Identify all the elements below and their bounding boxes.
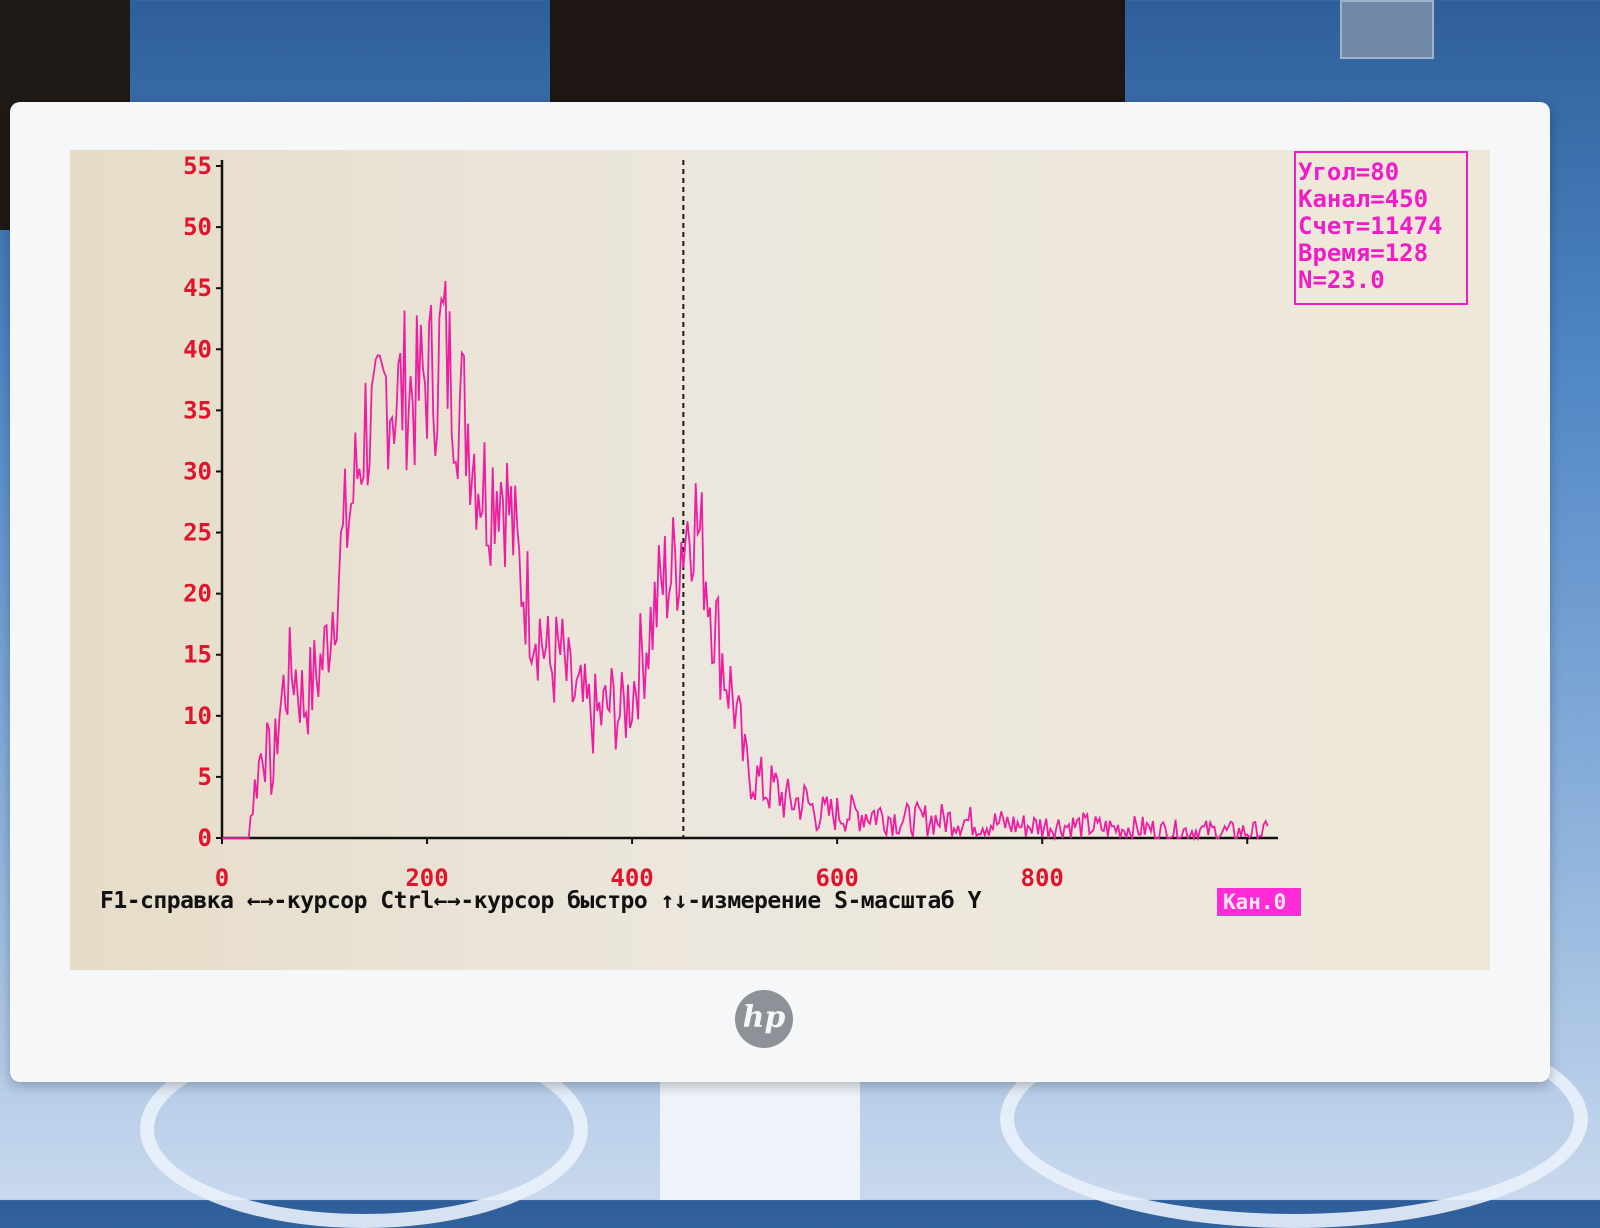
kan-badge[interactable]: Кан.0	[1217, 888, 1301, 916]
x-tick-label: 0	[215, 864, 229, 892]
y-tick-label: 45	[183, 274, 212, 302]
y-tick-label: 0	[198, 824, 212, 852]
info-n: N=23.0	[1298, 266, 1385, 294]
y-tick-label: 20	[183, 580, 212, 608]
monitor-stand	[660, 1060, 860, 1200]
hp-logo: hp	[735, 990, 793, 1048]
y-tick-label: 40	[183, 335, 212, 363]
x-tick-label: 800	[1021, 864, 1064, 892]
info-count: Счет=11474	[1298, 212, 1443, 240]
background-dark-panel-top	[550, 0, 1125, 105]
status-bar-help: F1-справка ←→-курсор Ctrl←→-курсор быстр…	[100, 888, 981, 914]
series	[222, 280, 1269, 842]
y-tick-label: 30	[183, 457, 212, 485]
axes	[220, 160, 1278, 840]
y-tick-label: 15	[183, 641, 212, 669]
info-time: Время=128	[1298, 239, 1428, 267]
monitor-bezel: 0 5 10 15 20 25 30 35 40 45 50 55 0 200 400 600 800 Угол…	[10, 102, 1550, 1082]
y-tick-label: 55	[183, 152, 212, 180]
info-panel: Угол=80 Канал=450 Счет=11474 Время=128 N…	[1294, 151, 1468, 305]
y-tick-label: 25	[183, 519, 212, 547]
y-tick-label: 5	[198, 763, 212, 791]
ticks: 0 5 10 15 20 25 30 35 40 45 50 55 0 200 400 600 800	[183, 152, 1249, 892]
y-tick-label: 35	[183, 396, 212, 424]
info-angle: Угол=80	[1298, 158, 1399, 186]
x-tick-label: 600	[815, 864, 858, 892]
y-tick-label: 10	[183, 702, 212, 730]
background-plaque	[1340, 0, 1434, 59]
x-tick-label: 400	[610, 864, 653, 892]
x-tick-label: 200	[405, 864, 448, 892]
info-channel: Канал=450	[1298, 185, 1428, 213]
screen: 0 5 10 15 20 25 30 35 40 45 50 55 0 200 400 600 800 Угол…	[70, 150, 1490, 970]
series-line	[222, 280, 1269, 842]
y-tick-label: 50	[183, 213, 212, 241]
info-panel-box	[1294, 151, 1468, 305]
spectrum-chart: 0 5 10 15 20 25 30 35 40 45 50 55 0 200 400 600 800 Угол…	[183, 151, 1468, 892]
